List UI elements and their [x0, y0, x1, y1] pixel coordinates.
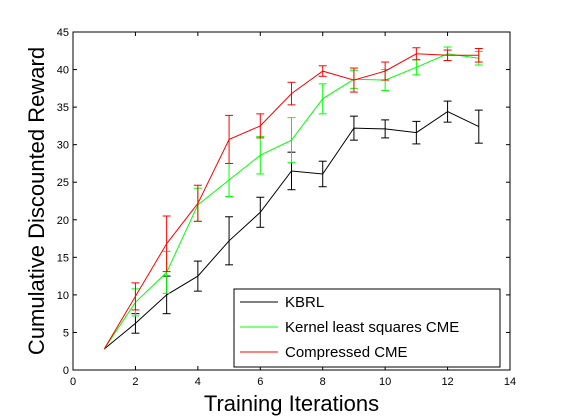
error-bar: [193, 260, 202, 292]
axes: [72, 31, 511, 371]
y-tick-label: 15: [57, 252, 69, 264]
error-bar: [131, 313, 140, 334]
error-bar: [318, 65, 327, 77]
error-bar: [474, 109, 483, 144]
error-bar: [318, 83, 327, 115]
x-tick-label: 12: [441, 376, 453, 388]
error-bar: [381, 61, 390, 81]
y-tick-label: 0: [63, 365, 69, 377]
y-tick-label: 40: [57, 65, 69, 77]
x-tick-label: 0: [70, 376, 76, 388]
legend-label: KBRL: [285, 294, 324, 311]
y-tick-label: 35: [57, 102, 69, 114]
x-tick-label: 8: [320, 376, 326, 388]
y-tick-label: 30: [57, 140, 69, 152]
x-tick-label: 2: [132, 376, 138, 388]
error-bar: [287, 117, 296, 164]
legend-label: Kernel least squares CME: [285, 319, 459, 336]
error-bar: [412, 59, 421, 76]
error-bar: [412, 120, 421, 145]
error-bar: [349, 115, 358, 141]
series-2: [103, 47, 483, 350]
y-axis-title: Cumulative Discounted Reward: [24, 47, 49, 355]
legend-box: [233, 288, 501, 368]
plot-frame: [72, 31, 511, 371]
x-tick-label: 4: [195, 376, 201, 388]
y-tick-label: 25: [57, 177, 69, 189]
error-bar: [162, 215, 171, 273]
y-tick-label: 20: [57, 215, 69, 227]
error-bar: [193, 184, 202, 222]
error-bar: [287, 81, 296, 106]
plot-marks: [103, 46, 483, 350]
y-tick-label: 5: [63, 327, 69, 339]
x-tick-label: 10: [379, 376, 391, 388]
y-tick-label: 10: [57, 290, 69, 302]
series-0: [103, 100, 483, 350]
error-bar: [318, 160, 327, 188]
error-bar: [349, 67, 358, 93]
error-bar: [256, 135, 265, 175]
error-bar: [256, 113, 265, 139]
legend-label: Compressed CME: [285, 344, 408, 361]
legend: KBRL Kernel least squares CME Compressed C…: [233, 288, 501, 368]
error-bar: [225, 216, 234, 266]
error-bar: [443, 100, 452, 123]
error-bar: [225, 162, 234, 197]
y-tick-label: 45: [57, 27, 69, 39]
error-bar: [131, 282, 140, 311]
x-tick-label: 14: [504, 376, 516, 388]
ticks: 0 2 4 6 8 10 12 14 0 5 10 15 20 25 30 35 40 45: [57, 27, 516, 388]
error-bar: [474, 48, 483, 63]
error-bar: [443, 49, 452, 62]
error-bar: [412, 47, 421, 61]
x-tick-label: 6: [257, 376, 263, 388]
x-axis-title: Training Iterations: [204, 391, 379, 416]
error-bar: [256, 196, 265, 228]
error-bar: [225, 114, 234, 164]
error-bar: [381, 119, 390, 139]
